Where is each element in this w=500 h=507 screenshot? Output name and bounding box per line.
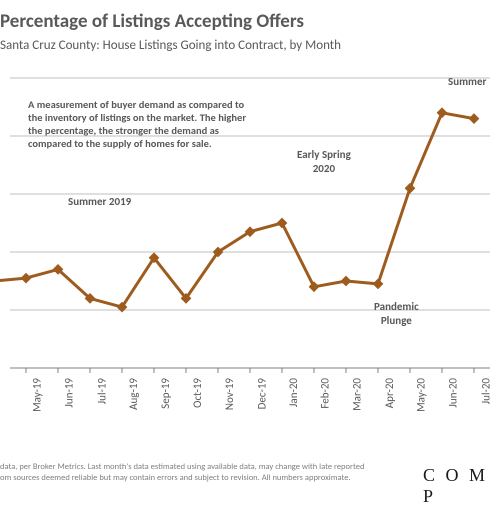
x-axis-label: Mar-20 (351, 378, 364, 411)
x-axis-label: Jun-19 (63, 378, 76, 408)
annotation-summer-2020: Summer (448, 75, 486, 89)
annotation-summer-2019: Summer 2019 (68, 195, 131, 209)
annotation-early-spring: Early Spring2020 (297, 148, 351, 176)
x-axis-label: Nov-19 (223, 378, 236, 410)
footnote-line-1: data, per Broker Metrics. Last month's d… (0, 462, 364, 473)
chart-title: Percentage of Listings Accepting Offers (0, 10, 304, 33)
x-axis-label: Jun-20 (447, 378, 460, 408)
x-axis-label: Aug-19 (127, 378, 140, 410)
annotation-description: A measurement of buyer demand as compare… (28, 98, 258, 151)
footnote: data, per Broker Metrics. Last month's d… (0, 462, 364, 483)
x-axis-label: Jul-20 (479, 378, 492, 404)
x-axis-label: Apr-20 (383, 378, 396, 408)
x-axis-label: Feb-20 (319, 378, 332, 409)
compass-logo: C O M P (423, 465, 500, 507)
footnote-line-2: om sources deemed reliable but may conta… (0, 473, 364, 484)
x-axis-label: May-20 (415, 378, 428, 412)
x-axis-label: Sep-19 (159, 378, 172, 409)
x-axis-label: Dec-19 (255, 378, 268, 409)
x-axis-label: May-19 (31, 378, 44, 412)
x-axis-label: Oct-19 (191, 378, 204, 408)
x-axis-label: Jan-20 (287, 378, 300, 407)
annotation-pandemic-plunge: PandemicPlunge (374, 300, 419, 328)
chart-subtitle: Santa Cruz County: House Listings Going … (0, 38, 341, 53)
x-axis-label: Jul-19 (95, 378, 108, 404)
